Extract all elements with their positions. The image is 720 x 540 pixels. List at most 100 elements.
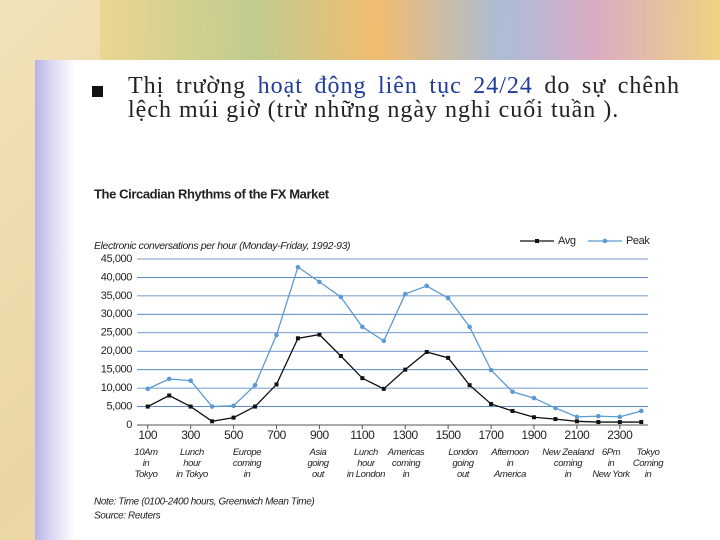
annotation-line: New York xyxy=(592,469,631,480)
point xyxy=(488,367,494,373)
annotation-line: going xyxy=(307,458,329,469)
legend-label: Avg xyxy=(558,235,576,247)
y-tick-label: 0 xyxy=(126,419,132,431)
x-annotation: Lunch hour in Tokyo xyxy=(176,447,208,480)
point xyxy=(295,336,300,341)
annotation-line: out xyxy=(312,469,325,480)
annotation-line: in Tokyo xyxy=(176,469,208,480)
point xyxy=(167,393,172,398)
point xyxy=(574,414,580,420)
point xyxy=(510,408,515,413)
point xyxy=(317,279,322,285)
annotation-line: London xyxy=(448,447,477,458)
bullet-mark xyxy=(92,86,103,97)
x-annotation: Asia going out xyxy=(307,447,329,480)
series-line xyxy=(147,266,642,418)
point xyxy=(338,294,344,300)
point xyxy=(531,395,537,401)
banner-image xyxy=(100,0,720,60)
point xyxy=(402,291,408,297)
annotation-line: in xyxy=(244,469,251,480)
x-tick-label: 2100 xyxy=(564,428,590,442)
annotation-line: Tokyo xyxy=(637,447,660,458)
y-tick-label: 10,000 xyxy=(101,382,133,394)
point xyxy=(403,367,408,372)
point xyxy=(317,332,322,337)
annotation-line: going xyxy=(452,458,474,469)
annotation-line: in London xyxy=(347,469,385,480)
point xyxy=(381,386,386,391)
annotation-line: Lunch xyxy=(354,447,378,458)
y-tick-label: 45,000 xyxy=(101,253,133,265)
point xyxy=(381,338,387,344)
x-annotation: New Zealand coming in xyxy=(542,447,595,480)
point xyxy=(253,404,258,409)
x-annotation: Tokyo Coming in xyxy=(633,447,664,480)
x-tick-label: 300 xyxy=(181,428,201,442)
annotation-line: Afternoon xyxy=(490,447,529,458)
point xyxy=(274,382,279,387)
chart-title: The Circadian Rhythms of the FX Market xyxy=(94,186,330,201)
point xyxy=(188,378,193,384)
text-part: Thị trường xyxy=(128,73,258,99)
y-tick-label: 25,000 xyxy=(101,327,133,339)
x-tick-label: 1100 xyxy=(350,428,375,442)
y-tick-label: 5,000 xyxy=(106,400,132,412)
point xyxy=(210,419,215,424)
point xyxy=(531,415,536,420)
x-annotation: Lunch hour in London xyxy=(347,447,385,480)
annotation-line: in xyxy=(608,458,615,469)
annotation-line: hour xyxy=(183,458,202,469)
highlight-text: hoạt động liên tục 24/24 xyxy=(257,73,533,99)
annotation-line: in xyxy=(565,469,572,480)
point xyxy=(638,408,644,414)
x-annotation: Europe coming in xyxy=(233,447,262,480)
annotation-line: coming xyxy=(392,458,421,469)
point xyxy=(252,382,258,388)
x-tick-label: 100 xyxy=(138,428,158,442)
x-tick-label: 500 xyxy=(224,428,244,442)
series-line xyxy=(147,333,642,423)
chart-background xyxy=(88,180,666,526)
y-tick-label: 15,000 xyxy=(101,364,133,376)
point xyxy=(617,420,622,425)
point xyxy=(338,354,343,359)
annotation-line: in xyxy=(645,469,652,480)
point xyxy=(445,295,451,301)
annotation-line: America xyxy=(493,469,526,480)
point xyxy=(274,332,279,338)
point xyxy=(489,401,494,406)
annotation-line: Americas xyxy=(387,447,425,458)
legend-label: Peak xyxy=(626,235,650,247)
x-tick-label: 1500 xyxy=(436,428,462,442)
x-annotation: Afternoon in America xyxy=(490,447,529,480)
annotation-line: 6Pm xyxy=(602,447,621,458)
point xyxy=(231,415,236,420)
point xyxy=(446,355,451,360)
y-tick-label: 40,000 xyxy=(101,271,133,283)
legend-marker xyxy=(602,238,608,244)
annotation-line: hour xyxy=(357,458,376,469)
x-annotation: Americas coming in xyxy=(387,447,425,480)
point xyxy=(510,389,515,395)
point xyxy=(166,376,172,382)
x-tick-label: 1700 xyxy=(479,428,505,442)
y-tick-label: 30,000 xyxy=(101,308,133,320)
annotation-line: Asia xyxy=(309,447,327,458)
point xyxy=(467,383,472,388)
point xyxy=(553,405,558,411)
x-annotation: 10Am in Tokyo xyxy=(134,447,158,480)
annotation-line: in xyxy=(143,458,150,469)
annotation-line: coming xyxy=(233,458,262,469)
annotation-line: in xyxy=(507,458,514,469)
x-tick-label: 900 xyxy=(310,428,330,442)
x-annotation: London going out xyxy=(448,447,477,480)
bullet-text: Thị trường hoạt động liên tục 24/24 do s… xyxy=(128,74,680,122)
text-part: do sự chênh lệch múi giờ (trừ những ngày… xyxy=(128,73,680,123)
point xyxy=(424,283,429,289)
x-tick-label: 1300 xyxy=(393,428,419,442)
point xyxy=(467,324,472,330)
annotation-line: 10Am xyxy=(134,447,158,458)
